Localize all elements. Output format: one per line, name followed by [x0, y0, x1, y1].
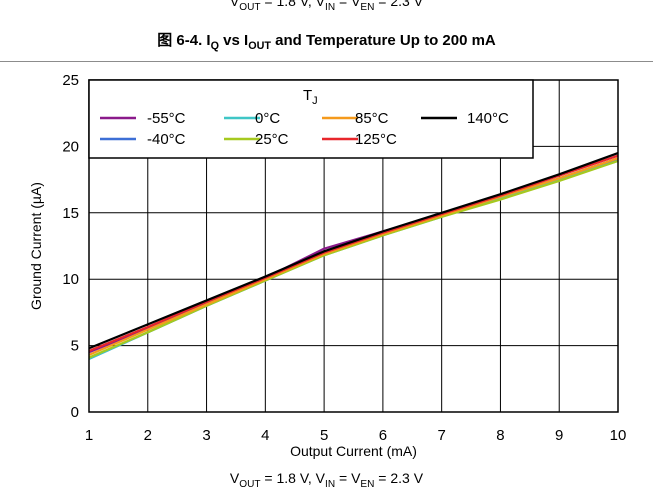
- x-tick-label: 4: [261, 427, 269, 444]
- legend-label: 25°C: [255, 131, 289, 148]
- x-tick-label: 10: [610, 427, 627, 444]
- figure-caption-text: 图 6-4. I: [157, 32, 211, 49]
- top-caption-text: = 1.8 V, V: [260, 0, 326, 9]
- figure-caption-text: vs I: [219, 32, 249, 49]
- x-tick-label: 9: [555, 427, 563, 444]
- series-line: [88, 152, 619, 350]
- x-tick-label: 1: [85, 427, 93, 444]
- series-line: [88, 158, 619, 360]
- legend-label: -55°C: [147, 110, 186, 127]
- figure-caption-sub: Q: [210, 40, 219, 52]
- series-lines: [88, 152, 619, 360]
- bottom-caption-sub: EN: [360, 478, 375, 490]
- series-line: [88, 154, 619, 352]
- y-tick-label: 10: [62, 271, 79, 288]
- x-axis-title: Output Current (mA): [290, 443, 417, 459]
- caption-divider: [0, 61, 653, 62]
- legend-box: [88, 79, 534, 159]
- bottom-caption-text: = 1.8 V, V: [260, 470, 326, 486]
- tick-labels: 1 2 3 4 5 6 7 8 9 10 0 5 10 15 20 25: [62, 72, 626, 444]
- top-caption-sub: OUT: [239, 1, 261, 13]
- y-axis-title: Ground Current (µA): [28, 182, 44, 310]
- bottom-caption-text: = V: [335, 470, 361, 486]
- legend-label: 0°C: [255, 110, 280, 127]
- legend-label: 85°C: [355, 110, 389, 127]
- top-caption-sub: IN: [325, 1, 336, 13]
- x-tick-label: 8: [496, 427, 504, 444]
- bottom-caption-text: = 2.3 V: [374, 470, 424, 486]
- legend-label: 125°C: [355, 131, 397, 148]
- series-line: [88, 157, 619, 356]
- y-tick-label: 0: [71, 404, 79, 421]
- top-condition-caption: VOUT = 1.8 V, VIN = VEN = 2.3 V: [0, 0, 653, 12]
- y-tick-label: 5: [71, 338, 79, 355]
- bottom-caption-text: V: [229, 470, 240, 486]
- y-tick-label: 25: [62, 72, 79, 89]
- legend-label: -40°C: [147, 131, 186, 148]
- series-line: [88, 159, 619, 359]
- bottom-condition-caption: VOUT = 1.8 V, VIN = VEN = 2.3 V: [0, 470, 653, 489]
- x-tick-label: 5: [320, 427, 328, 444]
- figure-caption-sub: OUT: [248, 40, 271, 52]
- figure-caption: 图 6-4. IQ vs IOUT and Temperature Up to …: [0, 29, 653, 52]
- bottom-caption-sub: IN: [325, 478, 336, 490]
- y-tick-label: 20: [62, 138, 79, 155]
- x-tick-label: 3: [202, 427, 210, 444]
- legend-title-sub: J: [312, 95, 318, 107]
- legend-label: 140°C: [467, 110, 509, 127]
- top-caption-text: = V: [335, 0, 361, 9]
- series-line: [88, 159, 619, 360]
- x-tick-label: 2: [144, 427, 152, 444]
- bottom-caption-sub: OUT: [239, 478, 261, 490]
- y-tick-label: 15: [62, 205, 79, 222]
- x-tick-label: 7: [437, 427, 445, 444]
- top-caption-sub: EN: [360, 1, 375, 13]
- x-tick-label: 6: [379, 427, 387, 444]
- top-caption-text: = 2.3 V: [374, 0, 424, 9]
- figure-caption-text: and Temperature Up to 200 mA: [270, 32, 496, 49]
- top-caption-text: V: [229, 0, 240, 9]
